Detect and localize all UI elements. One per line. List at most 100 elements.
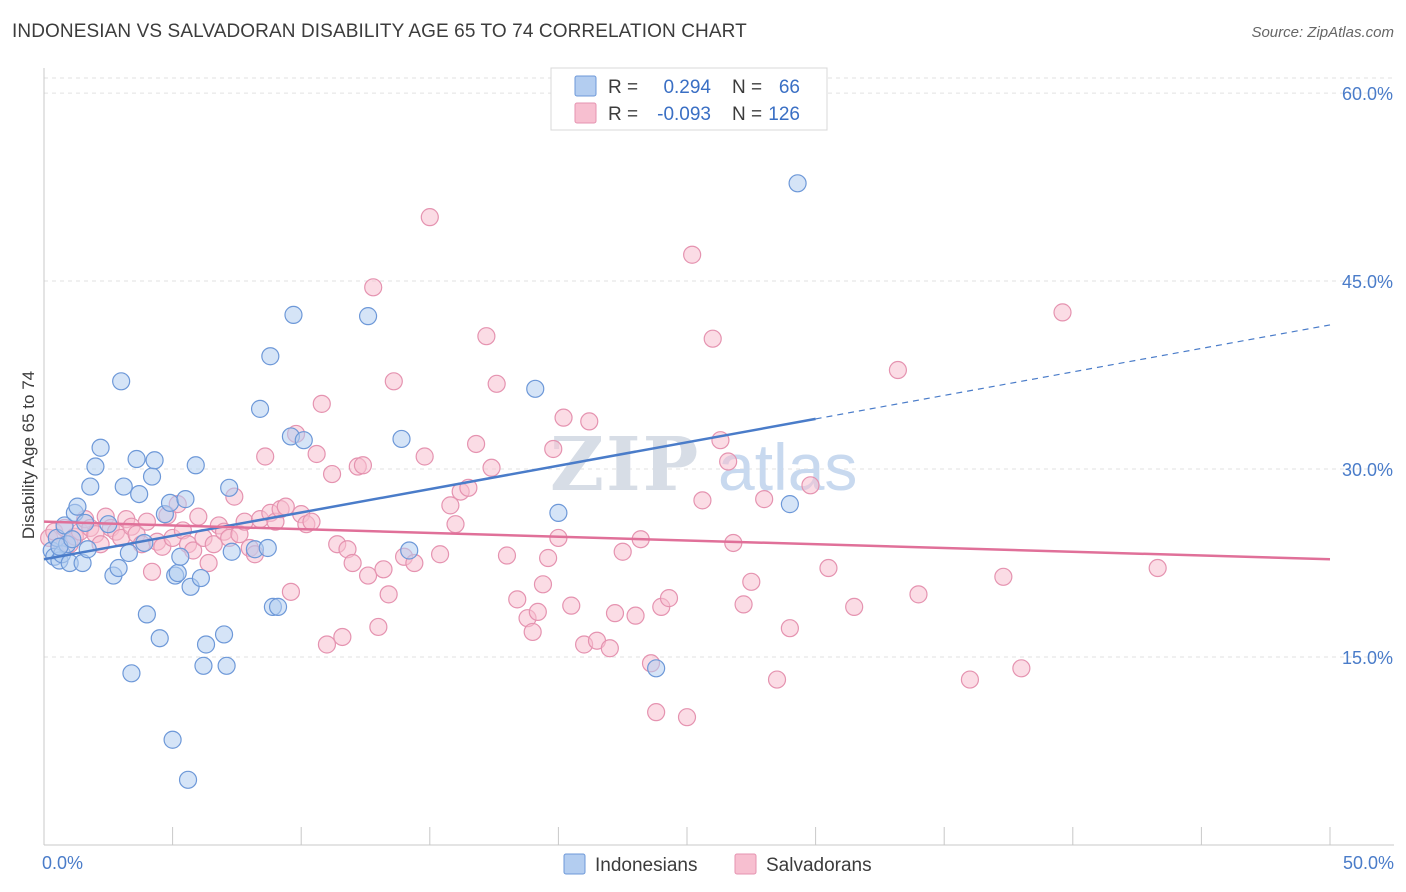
y-tick-label-1: 30.0%: [1342, 460, 1393, 480]
legend-box: [550, 67, 828, 131]
salvadorans-point-51: [302, 512, 321, 531]
salvadorans-point-116: [801, 476, 820, 495]
salvadorans-point-111: [734, 595, 753, 614]
salvadorans-point-63: [364, 278, 383, 297]
salvadorans-point-19: [137, 512, 156, 531]
salvadorans-point-73: [441, 496, 460, 515]
indonesians-point-23: [130, 484, 149, 504]
salvadorans-point-93: [580, 412, 599, 431]
indonesians-points: [42, 174, 807, 789]
legend-n-label-1: N =: [732, 77, 762, 98]
indonesians-point-30: [160, 493, 180, 512]
salvadorans-point-105: [683, 245, 702, 264]
salvadorans-point-101: [647, 703, 666, 722]
bottom-legend-label-indonesians: Indonesians: [595, 855, 697, 876]
chart-title: INDONESIAN VS SALVADORAN DISABILITY AGE …: [12, 21, 747, 42]
salvadorans-point-122: [994, 567, 1013, 586]
indonesians-point-40: [214, 625, 234, 644]
indonesians-point-52: [294, 431, 313, 450]
indonesians-point-26: [142, 467, 162, 486]
legend: R = 0.294 N = 66 R = -0.093 N = 126: [550, 67, 828, 131]
legend-r-label-2: R =: [608, 104, 638, 125]
indonesians-point-18: [109, 558, 128, 578]
watermark-atlas: atlas: [718, 430, 857, 504]
salvadorans-point-117: [819, 558, 838, 578]
salvadorans-point-52: [307, 444, 326, 464]
indonesians-point-39: [196, 635, 216, 654]
indonesians-point-65: [63, 530, 82, 549]
indonesians-point-15: [91, 438, 110, 457]
indonesians-point-45: [250, 399, 270, 418]
indonesians-point-37: [191, 568, 210, 588]
indonesians-point-38: [194, 656, 213, 675]
indonesians-point-62: [178, 770, 198, 789]
salvadorans-point-113: [755, 490, 774, 509]
indonesians-point-57: [549, 503, 568, 522]
y-tick-label-2: 45.0%: [1342, 272, 1393, 292]
indonesians-trend-line: [43, 417, 816, 561]
trend-lines: [43, 324, 1331, 561]
y-tick-label-0: 15.0%: [1342, 648, 1393, 668]
salvadorans-point-118: [845, 597, 864, 616]
x-tick-labels: 0.0% 50.0%: [42, 853, 1394, 873]
salvadorans-point-54: [317, 635, 337, 654]
indonesians-point-54: [392, 429, 411, 449]
salvadorans-point-85: [528, 602, 547, 622]
salvadorans-point-82: [508, 590, 527, 609]
salvadorans-point-67: [384, 372, 403, 391]
indonesians-point-27: [145, 451, 164, 470]
indonesians-point-36: [186, 456, 205, 475]
legend-r-value-1: 0.294: [663, 77, 711, 98]
y-tick-labels: 15.0% 30.0% 45.0% 60.0%: [1342, 84, 1393, 668]
salvadorans-point-72: [430, 545, 450, 564]
salvadorans-point-112: [742, 572, 761, 591]
indonesians-point-49: [268, 597, 288, 616]
salvadorans-point-32: [204, 535, 223, 554]
salvadorans-point-66: [379, 585, 398, 604]
salvadorans-point-64: [369, 617, 388, 637]
indonesians-point-20: [114, 477, 133, 496]
salvadorans-point-47: [281, 582, 301, 601]
y-tick-label-3: 60.0%: [1342, 84, 1393, 104]
salvadorans-point-57: [333, 627, 352, 647]
salvadorans-point-123: [1012, 659, 1031, 678]
salvadorans-point-120: [909, 585, 928, 604]
salvadorans-point-29: [189, 507, 208, 526]
indonesians-point-55: [400, 541, 419, 560]
salvadorans-point-103: [659, 589, 679, 608]
salvadorans-point-109: [719, 452, 738, 471]
axes: [43, 68, 1394, 846]
salvadorans-point-87: [539, 548, 558, 568]
salvadorans-point-31: [199, 553, 218, 573]
salvadorans-point-124: [1053, 303, 1072, 322]
salvadorans-point-95: [600, 639, 619, 658]
indonesians-point-28: [150, 629, 169, 648]
indonesians-point-19: [112, 372, 131, 391]
legend-r-label-1: R =: [608, 77, 638, 98]
salvadorans-point-96: [605, 604, 625, 623]
legend-swatch-indonesians: [574, 75, 597, 97]
x-tick-label-max: 50.0%: [1343, 853, 1394, 873]
salvadorans-point-97: [613, 542, 632, 561]
salvadorans-point-53: [312, 394, 331, 413]
salvadorans-point-81: [497, 546, 517, 565]
salvadorans-point-98: [626, 606, 645, 625]
indonesians-point-25: [137, 605, 156, 624]
legend-n-label-2: N =: [732, 104, 762, 125]
indonesians-point-60: [788, 174, 807, 193]
watermark: ZIP atlas: [550, 422, 857, 508]
salvadorans-point-42: [256, 447, 275, 466]
indonesians-point-13: [81, 477, 100, 496]
salvadorans-point-55: [322, 464, 342, 484]
indonesians-point-63: [122, 664, 141, 683]
salvadorans-point-86: [533, 575, 553, 594]
salvadorans-point-61: [353, 456, 373, 475]
salvadorans-point-78: [477, 327, 496, 346]
indonesians-point-42: [220, 478, 239, 497]
salvadorans-point-84: [523, 622, 542, 642]
watermark-zip: ZIP: [550, 422, 700, 508]
bottom-legend-label-salvadorans: Salvadorans: [766, 855, 872, 876]
indonesians-point-41: [217, 656, 236, 675]
salvadorans-point-91: [562, 596, 581, 615]
indonesians-point-46: [258, 538, 277, 558]
